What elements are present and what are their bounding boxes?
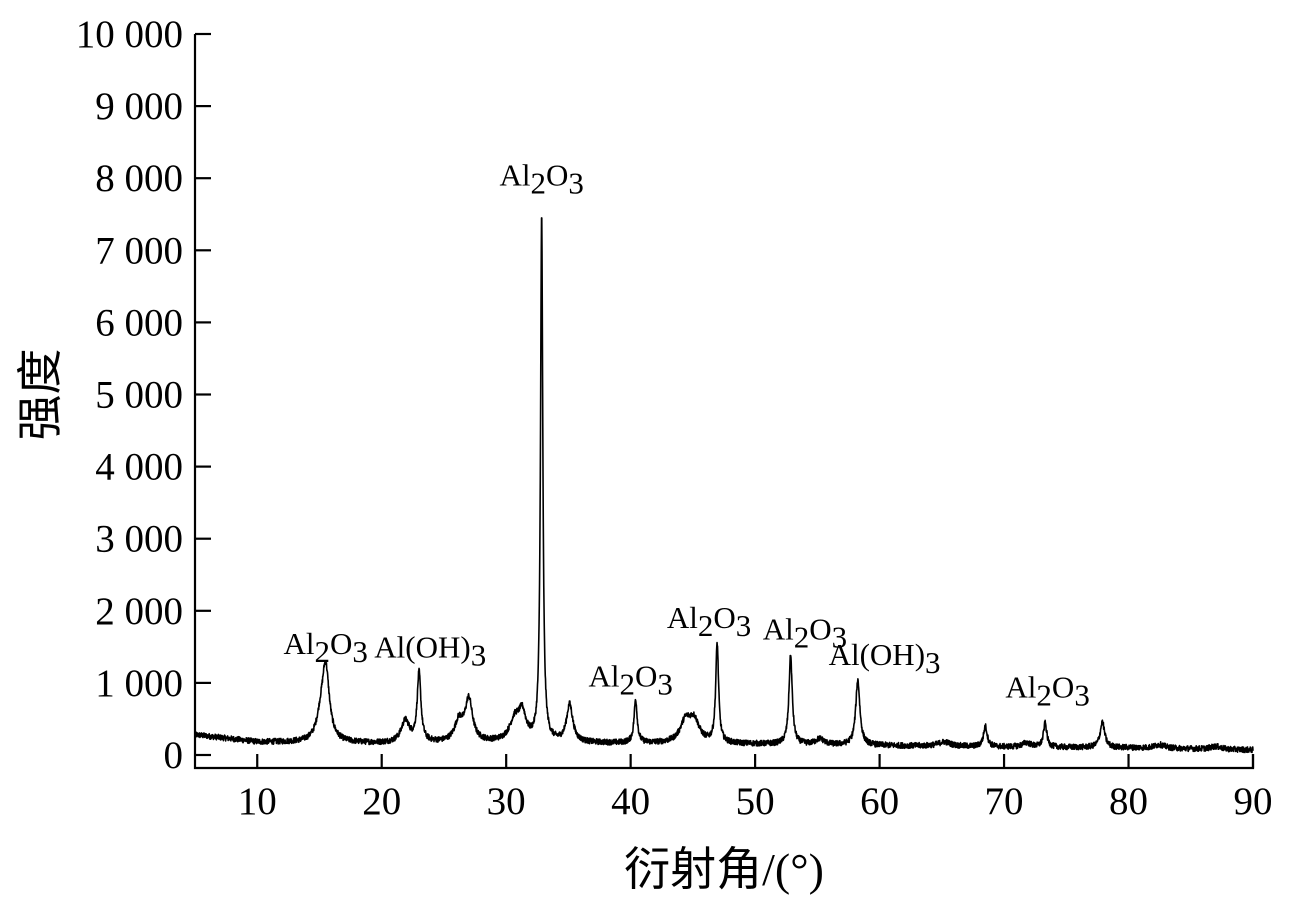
peak-label: Al(OH)3 (374, 630, 486, 673)
peak-label: Al2O3 (1005, 669, 1089, 712)
peak-label: Al2O3 (283, 626, 367, 669)
y-tick-label: 6 000 (95, 301, 183, 344)
axis-frame (193, 34, 1255, 770)
x-tick-label: 70 (985, 780, 1024, 823)
peak-label: Al2O3 (588, 659, 672, 702)
y-tick-label: 4 000 (95, 446, 183, 489)
y-tick-label: 5 000 (95, 374, 183, 417)
x-tick-label: 30 (487, 780, 526, 823)
x-tick-label: 50 (736, 780, 775, 823)
y-tick-label: 7 000 (95, 229, 183, 272)
y-tick-label: 0 (164, 734, 184, 777)
y-tick-label: 1 000 (95, 662, 183, 705)
x-tick-label: 90 (1234, 780, 1273, 823)
y-tick-label: 9 000 (95, 85, 183, 128)
x-axis-title: 衍射角/(°) (624, 844, 824, 895)
peak-label: Al2O3 (499, 157, 583, 200)
x-tick-label: 10 (238, 780, 277, 823)
x-tick-label: 20 (362, 780, 401, 823)
y-axis-title: 强度 (15, 349, 66, 441)
x-axis-ticks: 10 20 30 40 50 60 70 80 90 (238, 754, 1273, 823)
y-tick-label: 10 000 (76, 13, 183, 56)
x-tick-label: 60 (860, 780, 899, 823)
y-axis-ticks: 0 1 000 2 000 3 000 4 000 5 000 6 000 7 000 8 00… (76, 13, 211, 777)
peak-label: Al2O3 (763, 612, 847, 655)
y-tick-label: 2 000 (95, 590, 183, 633)
y-tick-label: 8 000 (95, 157, 183, 200)
x-tick-label: 80 (1109, 780, 1148, 823)
x-tick-label: 40 (611, 780, 650, 823)
diffraction-pattern-line (194, 217, 1254, 754)
peak-label: Al(OH)3 (829, 637, 941, 680)
peak-label: Al2O3 (667, 600, 751, 643)
y-tick-label: 3 000 (95, 518, 183, 561)
